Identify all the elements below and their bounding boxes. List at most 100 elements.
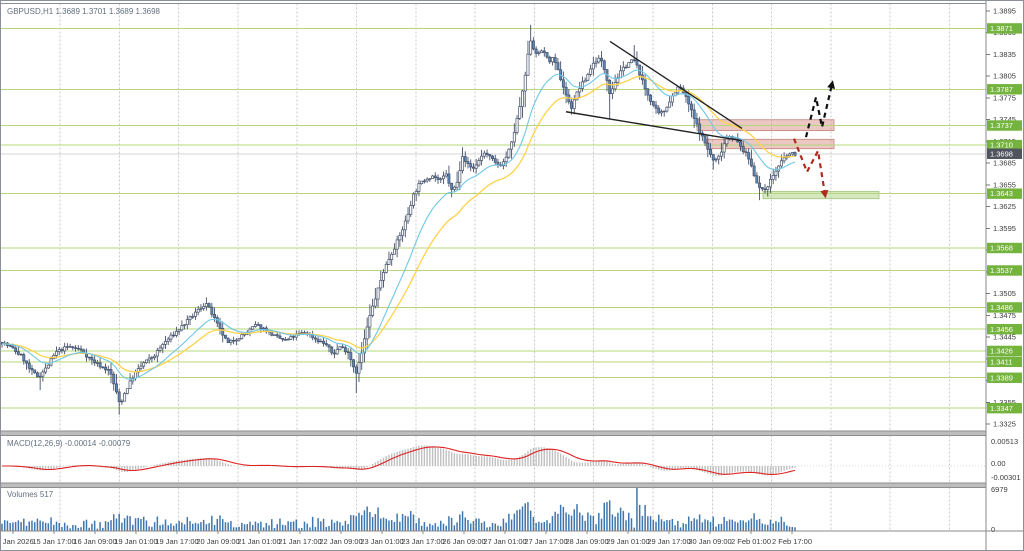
candle [289,336,293,340]
candle [333,352,336,355]
candle [390,253,394,260]
svg-text:1.3685: 1.3685 [993,159,1016,168]
candle [322,340,326,344]
candle [46,364,50,369]
candle [790,152,794,155]
candle [553,57,557,63]
candle [649,94,653,102]
candle [335,349,339,355]
trendline [609,40,743,130]
candle [591,62,595,70]
candle [695,118,699,125]
svg-text:2 Feb 01:00: 2 Feb 01:00 [731,537,771,546]
candle [169,334,173,340]
candle [164,340,167,345]
candle [739,141,742,147]
candle [349,352,353,361]
candle [41,371,45,377]
bullish-forecast-arrow [804,80,835,138]
svg-text:1.3787: 1.3787 [990,85,1013,94]
candle [74,347,78,349]
candle [507,148,511,158]
candle [22,354,26,362]
svg-text:1.3445: 1.3445 [993,333,1016,342]
price-level-badge [987,84,1022,95]
candle [676,86,680,94]
candle [273,334,276,336]
candle [621,66,625,72]
candle [14,347,18,353]
svg-text:1.3737: 1.3737 [990,121,1013,130]
candle [580,81,584,89]
candle [452,186,456,190]
candle [442,175,445,180]
candle [542,50,546,53]
ma-slow-line [1,76,796,373]
candle [510,141,514,150]
candle [444,173,448,177]
candle [142,362,146,367]
candle [115,383,118,393]
candle [8,345,12,347]
price-level-badge [987,139,1022,151]
candle [668,101,672,108]
candle [256,324,260,326]
candle [512,132,516,143]
candle [191,316,195,318]
candle [180,325,184,331]
candle [689,103,693,111]
svg-text:1.3805: 1.3805 [993,72,1016,81]
svg-text:1.3698: 1.3698 [990,149,1013,158]
candle [521,90,524,107]
svg-text:1.3537: 1.3537 [990,266,1013,275]
candle [632,59,636,61]
candle [491,155,494,159]
candle [49,358,53,366]
candle [234,339,238,342]
svg-text:1.3710: 1.3710 [990,141,1013,150]
candle [431,175,435,179]
arrows-layer [792,80,835,199]
candle [469,163,473,168]
candle [19,353,23,356]
candle [112,373,116,385]
candle [660,111,663,114]
candle [196,308,200,313]
candle [376,287,380,300]
candle [586,74,590,81]
candle [373,298,377,307]
candle [654,104,658,109]
candle [338,346,342,351]
svg-text:20 Jan 09:00: 20 Jan 09:00 [196,537,239,546]
svg-text:1.3655: 1.3655 [993,180,1016,189]
candle [627,62,631,68]
candle [564,86,568,96]
candle [447,173,451,184]
candle [534,48,538,54]
candle [755,175,759,184]
candle [153,355,157,358]
candle [207,303,211,308]
svg-text:27 Jan 01:00: 27 Jan 01:00 [483,537,526,546]
candle [172,334,176,337]
candle [719,151,723,157]
grid-layer [59,3,950,531]
svg-text:2 Feb 17:00: 2 Feb 17:00 [772,537,812,546]
candle [292,336,296,338]
svg-text:6979: 6979 [991,485,1008,494]
candle [523,74,527,92]
candle [692,109,696,119]
price-axis[interactable]: 1.38951.38651.38351.38051.37751.37451.37… [985,0,1024,551]
candle [616,77,620,83]
candle [237,338,241,341]
candle [758,182,762,188]
candle [392,248,396,255]
candle [382,272,385,281]
candle [769,179,772,188]
candle [35,372,39,378]
candle [232,339,236,342]
candle [224,334,227,339]
